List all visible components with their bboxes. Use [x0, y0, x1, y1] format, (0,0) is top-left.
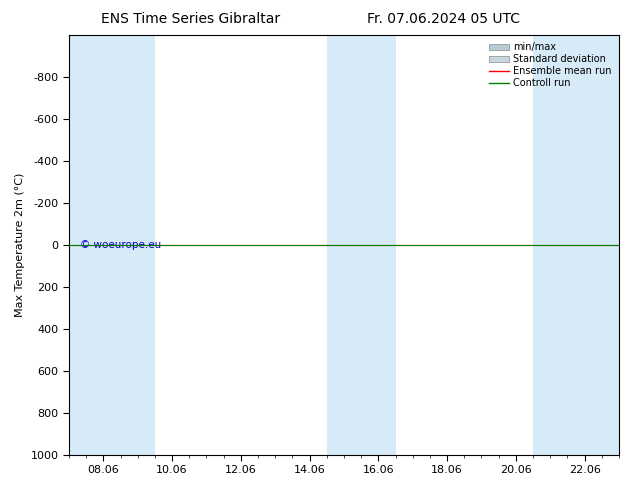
Bar	[327, 35, 396, 455]
Y-axis label: Max Temperature 2m (°C): Max Temperature 2m (°C)	[15, 172, 25, 317]
Text: ENS Time Series Gibraltar: ENS Time Series Gibraltar	[101, 12, 280, 26]
Bar	[533, 35, 602, 455]
Bar	[585, 35, 619, 455]
Text: © woeurope.eu: © woeurope.eu	[80, 240, 161, 249]
Legend: min/max, Standard deviation, Ensemble mean run, Controll run: min/max, Standard deviation, Ensemble me…	[486, 40, 614, 91]
Text: Fr. 07.06.2024 05 UTC: Fr. 07.06.2024 05 UTC	[367, 12, 521, 26]
Bar	[69, 35, 155, 455]
